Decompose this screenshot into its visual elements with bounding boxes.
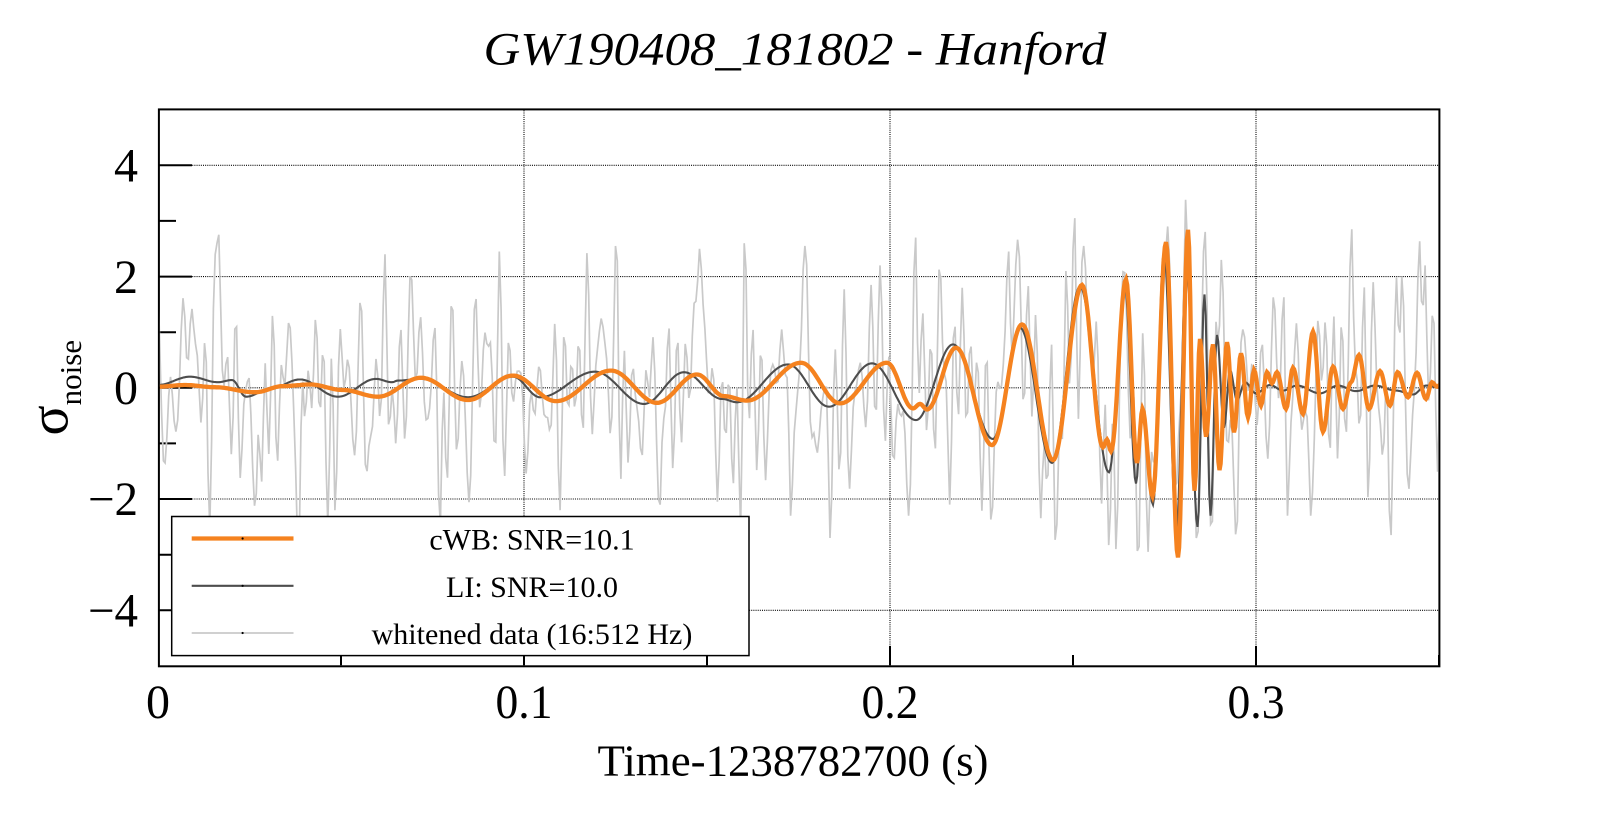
svg-text:LI: SNR=10.0: LI: SNR=10.0	[446, 571, 618, 604]
svg-text:cWB: SNR=10.1: cWB: SNR=10.1	[429, 524, 634, 557]
svg-text:0.3: 0.3	[1228, 676, 1285, 729]
svg-text:4: 4	[114, 140, 138, 193]
svg-text:Time-1238782700 (s): Time-1238782700 (s)	[598, 737, 989, 786]
svg-text:0: 0	[146, 676, 170, 729]
svg-text:GW190408_181802 - Hanford: GW190408_181802 - Hanford	[484, 24, 1108, 76]
svg-text:0.2: 0.2	[862, 676, 919, 729]
svg-text:0: 0	[114, 362, 138, 415]
svg-text:whitened data (16:512 Hz): whitened data (16:512 Hz)	[372, 618, 693, 651]
svg-text:2: 2	[114, 251, 138, 304]
svg-text:−2: −2	[88, 473, 138, 526]
svg-text:−4: −4	[88, 585, 138, 638]
svg-text:0.1: 0.1	[496, 676, 553, 729]
